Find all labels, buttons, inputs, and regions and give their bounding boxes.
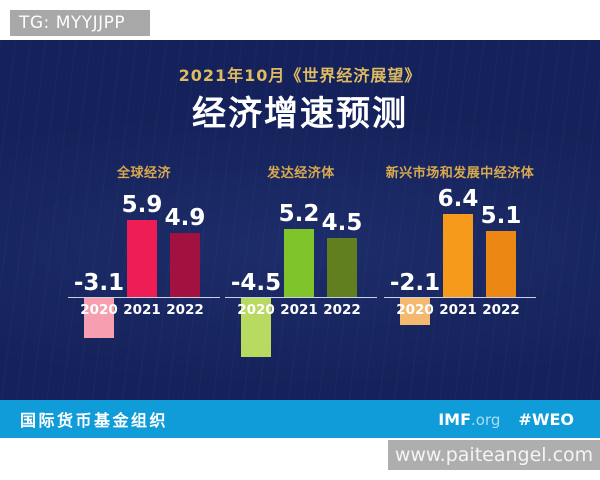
report-subtitle: 2021年10月《世界经济展望》: [178, 66, 422, 85]
bar-2021: [284, 229, 314, 297]
year-label: 2020: [396, 302, 434, 318]
footer-links: IMF .org #WEO: [438, 410, 574, 429]
value-label: -4.5: [230, 270, 282, 296]
site-watermark-text: www.paiteangel.com: [394, 444, 594, 466]
telegram-watermark-badge: TG: MYYJJPP: [10, 10, 150, 36]
bar-2020: [241, 298, 271, 357]
value-label: 5.1: [480, 203, 522, 229]
year-label: 2020: [80, 302, 118, 318]
site-watermark: www.paiteangel.com: [388, 440, 600, 470]
imf-org-suffix: .org: [471, 410, 501, 429]
bar-2022: [170, 233, 200, 297]
axis-baseline: [384, 297, 536, 298]
bottom-strip: www.paiteangel.com: [0, 438, 600, 480]
bar-2021: [127, 220, 157, 297]
bar-2021: [443, 214, 473, 297]
weo-hashtag: #WEO: [518, 409, 574, 429]
telegram-watermark-text: TG: MYYJJPP: [19, 13, 126, 33]
value-label: 4.9: [164, 205, 206, 231]
year-label: 2021: [280, 302, 318, 318]
value-label: 5.2: [278, 201, 320, 227]
value-label: 6.4: [437, 186, 479, 212]
year-label: 2020: [237, 302, 275, 318]
chart-group-label: 全球经济: [116, 166, 171, 181]
chart-group-label: 新兴市场和发展中经济体: [385, 166, 535, 181]
year-label: 2021: [439, 302, 477, 318]
bar-2022: [486, 231, 516, 297]
org-name: 国际货币基金组织: [20, 411, 169, 430]
value-label: -3.1: [73, 270, 125, 296]
year-label: 2022: [166, 302, 204, 318]
value-label: 5.9: [121, 192, 163, 218]
bar-2020: [400, 298, 430, 325]
year-label: 2022: [482, 302, 520, 318]
axis-baseline: [225, 297, 377, 298]
value-label: 4.5: [321, 210, 363, 236]
chart-group-2: 新兴市场和发展中经济体 -2.1 2020 6.4 2021 5.1 2022: [382, 160, 538, 395]
bar-2020: [84, 298, 114, 338]
footer-band: 国际货币基金组织 IMF .org #WEO: [0, 400, 600, 438]
chart-group-1: 发达经济体 -4.5 2020 5.2 2021 4.5 2022: [223, 160, 379, 395]
chart-group-label: 发达经济体: [267, 166, 335, 181]
page-title: 经济增速预测: [192, 94, 408, 134]
imf-label: IMF: [438, 409, 472, 429]
chart-group-0: 全球经济 -3.1 2020 5.9 2021 4.9 2022: [66, 160, 222, 395]
infographic-stage: 2021年10月《世界经济展望》 经济增速预测 全球经济 -3.1 2020 5.9 2…: [0, 40, 600, 400]
axis-baseline: [68, 297, 220, 298]
top-strip: TG: MYYJJPP: [0, 0, 600, 40]
bar-2022: [327, 238, 357, 297]
year-label: 2021: [123, 302, 161, 318]
year-label: 2022: [323, 302, 361, 318]
value-label: -2.1: [389, 270, 441, 296]
bar-chart: 全球经济 -3.1 2020 5.9 2021 4.9 2022 发达经济体 -4.5 2020 5…: [0, 40, 600, 400]
